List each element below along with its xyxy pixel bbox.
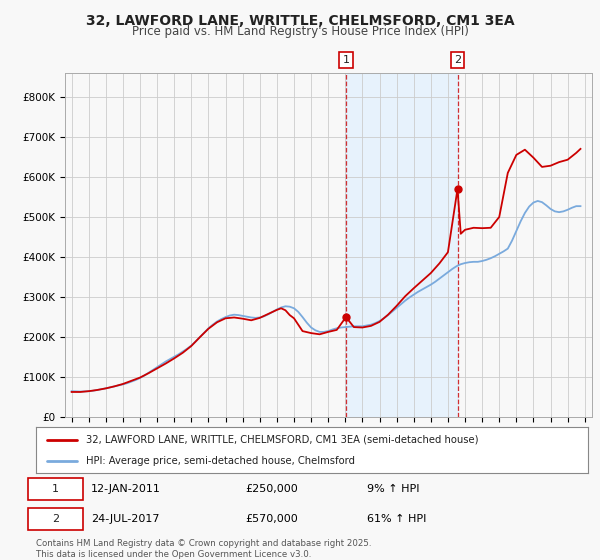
FancyBboxPatch shape <box>28 478 83 500</box>
Text: 2: 2 <box>454 55 461 65</box>
Text: 32, LAWFORD LANE, WRITTLE, CHELMSFORD, CM1 3EA: 32, LAWFORD LANE, WRITTLE, CHELMSFORD, C… <box>86 14 514 28</box>
Text: £570,000: £570,000 <box>246 514 299 524</box>
Text: 1: 1 <box>52 484 59 494</box>
FancyBboxPatch shape <box>28 508 83 530</box>
Text: 12-JAN-2011: 12-JAN-2011 <box>91 484 161 494</box>
Bar <box>346 73 458 417</box>
Text: HPI: Average price, semi-detached house, Chelmsford: HPI: Average price, semi-detached house,… <box>86 456 355 466</box>
Text: 2: 2 <box>52 514 59 524</box>
Text: 9% ↑ HPI: 9% ↑ HPI <box>367 484 420 494</box>
Text: 24-JUL-2017: 24-JUL-2017 <box>91 514 160 524</box>
Text: 1: 1 <box>343 55 349 65</box>
Text: 61% ↑ HPI: 61% ↑ HPI <box>367 514 427 524</box>
Text: 32, LAWFORD LANE, WRITTLE, CHELMSFORD, CM1 3EA (semi-detached house): 32, LAWFORD LANE, WRITTLE, CHELMSFORD, C… <box>86 435 478 445</box>
Text: £250,000: £250,000 <box>246 484 299 494</box>
Text: Contains HM Land Registry data © Crown copyright and database right 2025.
This d: Contains HM Land Registry data © Crown c… <box>36 539 371 559</box>
Text: Price paid vs. HM Land Registry's House Price Index (HPI): Price paid vs. HM Land Registry's House … <box>131 25 469 38</box>
